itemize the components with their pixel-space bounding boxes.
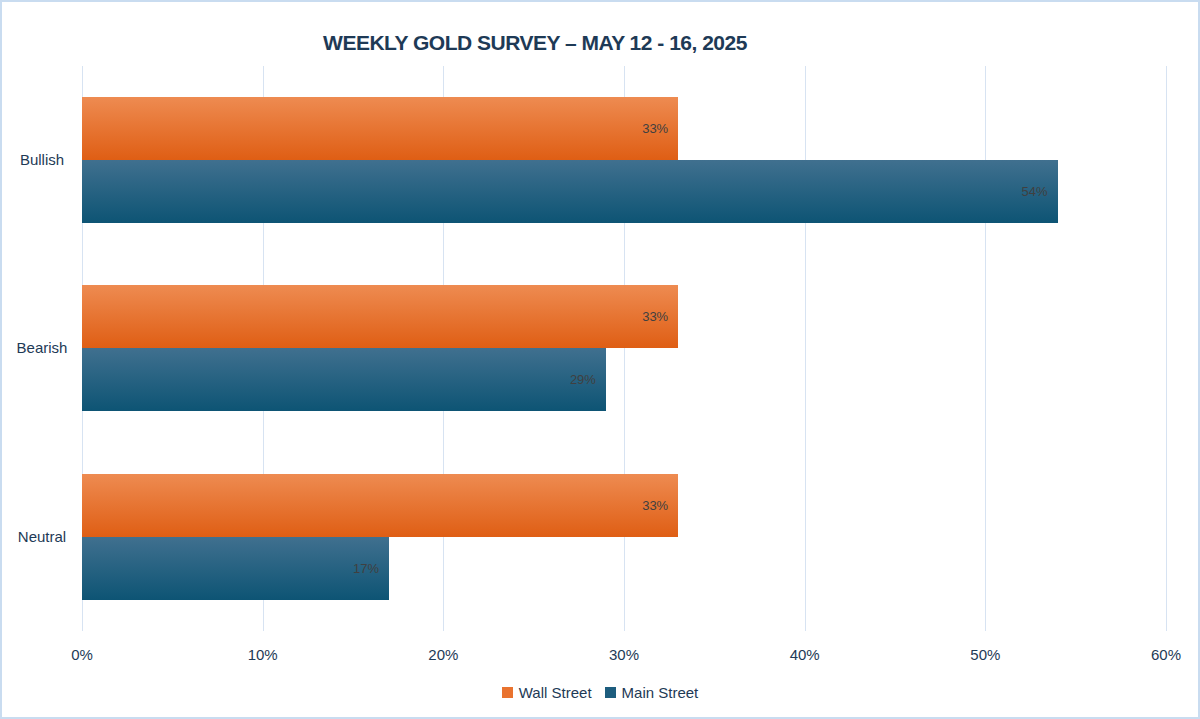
legend-swatch-main-street [605, 687, 616, 698]
x-axis-tick-label: 50% [945, 646, 1025, 663]
bar-main-street-neutral: 17% [82, 537, 389, 600]
legend-swatch-wall-street [502, 687, 513, 698]
legend-item-wall-street: Wall Street [502, 684, 592, 701]
bar-wall-street-neutral: 33% [82, 474, 678, 537]
gridline [1166, 66, 1167, 631]
legend-item-main-street: Main Street [605, 684, 699, 701]
x-axis-tick-label: 60% [1126, 646, 1200, 663]
data-label: 33% [642, 309, 678, 324]
data-label: 33% [642, 121, 678, 136]
legend-label: Main Street [622, 684, 699, 701]
data-label: 54% [1022, 184, 1058, 199]
legend: Wall Street Main Street [2, 684, 1198, 701]
data-label: 17% [353, 561, 389, 576]
chart-title: WEEKLY GOLD SURVEY – MAY 12 - 16, 2025 [2, 31, 1068, 55]
x-axis-tick-label: 30% [584, 646, 664, 663]
x-axis-tick-label: 10% [223, 646, 303, 663]
bar-main-street-bearish: 29% [82, 348, 606, 411]
plot-area: 33% 54% 33% 29% 33% 17% [82, 66, 1166, 631]
category-label-bullish: Bullish [2, 149, 82, 171]
legend-label: Wall Street [519, 684, 592, 701]
gridline [985, 66, 986, 631]
category-label-neutral: Neutral [2, 526, 82, 548]
category-label-bearish: Bearish [2, 337, 82, 359]
x-axis-tick-label: 20% [403, 646, 483, 663]
x-axis-tick-label: 40% [765, 646, 845, 663]
bar-wall-street-bearish: 33% [82, 285, 678, 348]
chart-frame: WEEKLY GOLD SURVEY – MAY 12 - 16, 2025 3… [0, 0, 1200, 719]
data-label: 33% [642, 498, 678, 513]
x-axis-tick-label: 0% [42, 646, 122, 663]
bar-wall-street-bullish: 33% [82, 97, 678, 160]
bar-main-street-bullish: 54% [82, 160, 1058, 223]
data-label: 29% [570, 372, 606, 387]
gridline [805, 66, 806, 631]
